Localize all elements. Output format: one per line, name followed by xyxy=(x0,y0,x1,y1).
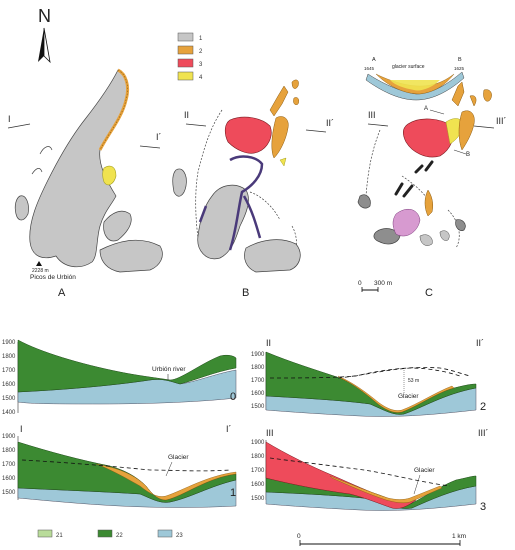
north-label: N xyxy=(38,6,51,26)
legend-swatch-4 xyxy=(177,71,194,81)
legend-top: 1 2 3 4 xyxy=(177,32,203,81)
p2-right-label: II´ xyxy=(476,338,484,348)
p1-tick-1900: 1900 xyxy=(2,434,16,440)
map-c: A B 1645 1625 glacier surface III III´ xyxy=(357,57,507,299)
map-b-purple-outline xyxy=(198,155,264,251)
legend-label-2: 2 xyxy=(199,49,203,55)
profile-1: 1900 1800 1700 1600 1500 I I´ Glacier 1 xyxy=(2,424,237,508)
north-arrow: N xyxy=(38,6,51,64)
p2-tick-1600: 1600 xyxy=(251,391,265,397)
map-c-cut-right: III´ xyxy=(496,116,507,126)
map-a-cut-left: I xyxy=(8,114,11,124)
legend-23: 23 xyxy=(176,533,183,539)
p0-tick-1900: 1900 xyxy=(2,340,16,346)
inset-elev-b: 1625 xyxy=(454,66,465,71)
legend-22: 22 xyxy=(116,533,123,539)
p1-tick-1800: 1800 xyxy=(2,448,16,454)
p2-tick-1500: 1500 xyxy=(251,404,265,410)
p2-depth: 53 m xyxy=(408,378,419,384)
scale-zero: 0 xyxy=(297,533,301,540)
legend-21: 21 xyxy=(56,533,63,539)
map-b-cut-left: II xyxy=(184,110,189,120)
inset-elev-a: 1645 xyxy=(364,66,375,71)
inset-label-a: A xyxy=(372,57,376,63)
p3-number: 3 xyxy=(480,501,486,513)
p3-tick-1700: 1700 xyxy=(251,468,265,474)
north-arrow-icon xyxy=(38,28,44,62)
p2-tick-1800: 1800 xyxy=(251,365,265,371)
map-c-scale-zero: 0 xyxy=(358,280,362,287)
p0-annotation: Urbión river xyxy=(152,366,186,373)
p3-right-label: III´ xyxy=(478,428,489,438)
map-b-letter: B xyxy=(242,287,249,299)
peak-elevation: 2228 m xyxy=(32,268,49,274)
inset-glacier-surface: glacier surface xyxy=(392,64,425,70)
legend-swatch-3 xyxy=(177,58,194,68)
p1-annotation: Glacier xyxy=(168,454,189,461)
p3-tick-1500: 1500 xyxy=(251,496,265,502)
p2-tick-1700: 1700 xyxy=(251,378,265,384)
inset-label-b: B xyxy=(458,57,462,63)
legend-swatch-1 xyxy=(177,32,194,42)
map-c-letter: C xyxy=(425,287,433,299)
legend-swatch-2 xyxy=(177,45,194,55)
map-a-letter: A xyxy=(58,287,66,299)
map-c-section-a: A xyxy=(424,106,428,112)
p3-tick-1900: 1900 xyxy=(251,440,265,446)
p1-tick-1600: 1600 xyxy=(2,476,16,482)
p3-tick-1600: 1600 xyxy=(251,482,265,488)
map-a: I I´ 2228 m Picos de Urbión A xyxy=(7,68,163,299)
peak-name: Picos de Urbión xyxy=(30,274,76,281)
p1-number: 1 xyxy=(230,487,236,499)
p2-tick-1900: 1900 xyxy=(251,352,265,358)
p1-tick-1700: 1700 xyxy=(2,462,16,468)
p0-tick-1500: 1500 xyxy=(2,396,16,402)
map-c-cut-left: III xyxy=(368,110,376,120)
p2-number: 2 xyxy=(480,401,486,413)
legend-label-3: 3 xyxy=(199,62,203,68)
legend-bottom: 21 22 23 xyxy=(37,529,183,539)
p1-right-label: I´ xyxy=(226,424,232,434)
p0-number: 0 xyxy=(230,391,236,403)
p0-tick-1600: 1600 xyxy=(2,382,16,388)
map-b-glacier xyxy=(224,116,272,154)
map-b-cut-right: II´ xyxy=(326,118,334,128)
p3-tick-1800: 1800 xyxy=(251,454,265,460)
map-b: II II´ B xyxy=(172,79,334,299)
p1-left-label: I xyxy=(20,424,23,434)
scale-bar-bottom: 0 1 km xyxy=(297,533,466,546)
p2-annotation: Glacier xyxy=(398,393,419,400)
map-c-section-b: B xyxy=(466,152,470,158)
p2-left-label: II xyxy=(266,338,271,348)
scale-length: 1 km xyxy=(452,533,466,540)
p0-green xyxy=(17,339,237,393)
peak-triangle-icon xyxy=(36,261,42,266)
p3-annotation: Glacier xyxy=(414,467,435,474)
p0-tick-1400: 1400 xyxy=(2,410,16,416)
legend-label-4: 4 xyxy=(199,75,203,81)
map-a-cut-right: I´ xyxy=(156,132,162,142)
p0-tick-1800: 1800 xyxy=(2,354,16,360)
map-c-scale-length: 300 m xyxy=(374,280,392,287)
p1-tick-1500: 1500 xyxy=(2,490,16,496)
legend-label-1: 1 xyxy=(199,36,203,42)
profile-2: II II´ 1900 1800 1700 1600 1500 53 m Gla… xyxy=(251,338,486,417)
p0-tick-1700: 1700 xyxy=(2,368,16,374)
profile-0: 1900 1800 1700 1600 1500 1400 Urbión riv… xyxy=(2,339,237,416)
map-c-glacier xyxy=(402,118,454,158)
p3-left-label: III xyxy=(266,428,274,438)
profile-3: III III´ 1900 1800 1700 1600 1500 Glacie… xyxy=(251,428,489,513)
